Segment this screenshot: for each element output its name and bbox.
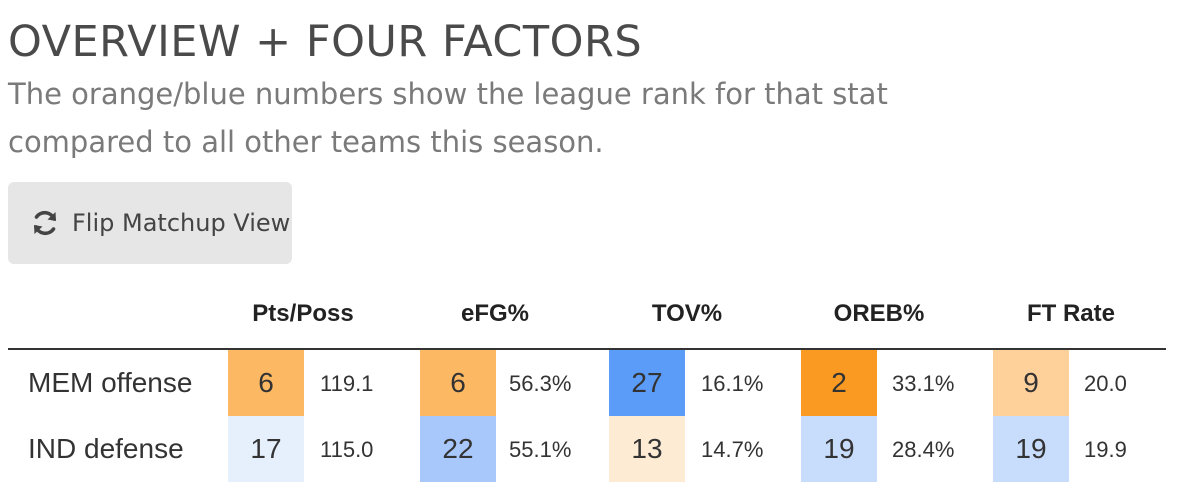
refresh-icon [34, 210, 56, 236]
rank-cell: 2 [801, 350, 877, 416]
row-label: MEM offense [28, 367, 193, 398]
column-header-ft-rate: FT Rate [1026, 300, 1115, 327]
value-cell: 56.3% [509, 371, 572, 396]
flip-matchup-button[interactable]: Flip Matchup View [8, 182, 292, 264]
value-cell: 16.1% [701, 371, 764, 396]
column-header-efg: eFG% [460, 300, 529, 327]
row-label: IND defense [28, 433, 184, 464]
rank-cell: 13 [609, 416, 685, 482]
rank-cell: 19 [993, 416, 1069, 482]
flip-matchup-label: Flip Matchup View [72, 209, 291, 237]
page-title: OVERVIEW + FOUR FACTORS [8, 17, 643, 67]
value-cell: 115.0 [320, 437, 374, 462]
rank-cell: 9 [993, 350, 1069, 416]
column-header-pts-poss: Pts/Poss [252, 300, 354, 327]
table-header-row: Pts/Poss eFG% TOV% OREB% FT Rate [8, 290, 1166, 350]
value-cell: 119.1 [320, 371, 374, 396]
value-cell: 55.1% [509, 437, 572, 462]
column-header-oreb: OREB% [833, 300, 925, 327]
column-header-tov: TOV% [651, 300, 723, 327]
four-factors-table: Pts/Poss eFG% TOV% OREB% FT Rate MEM off… [8, 290, 1166, 482]
rank-cell: 19 [801, 416, 877, 482]
rank-cell: 17 [228, 416, 304, 482]
page-subtitle: The orange/blue numbers show the league … [8, 77, 888, 159]
rank-cell: 22 [420, 416, 496, 482]
table-row-ind-defense: IND defense 17 115.0 22 55.1% 13 14.7% 1… [8, 416, 1166, 482]
value-cell: 20.0 [1084, 371, 1127, 396]
value-cell: 28.4% [892, 437, 955, 462]
rank-cell: 6 [228, 350, 304, 416]
table-row-mem-offense: MEM offense 6 119.1 6 56.3% 27 16.1% 2 3… [8, 350, 1166, 416]
rank-cell: 27 [609, 350, 685, 416]
rank-cell: 6 [420, 350, 496, 416]
value-cell: 19.9 [1084, 437, 1127, 462]
value-cell: 33.1% [892, 371, 955, 396]
value-cell: 14.7% [701, 437, 764, 462]
